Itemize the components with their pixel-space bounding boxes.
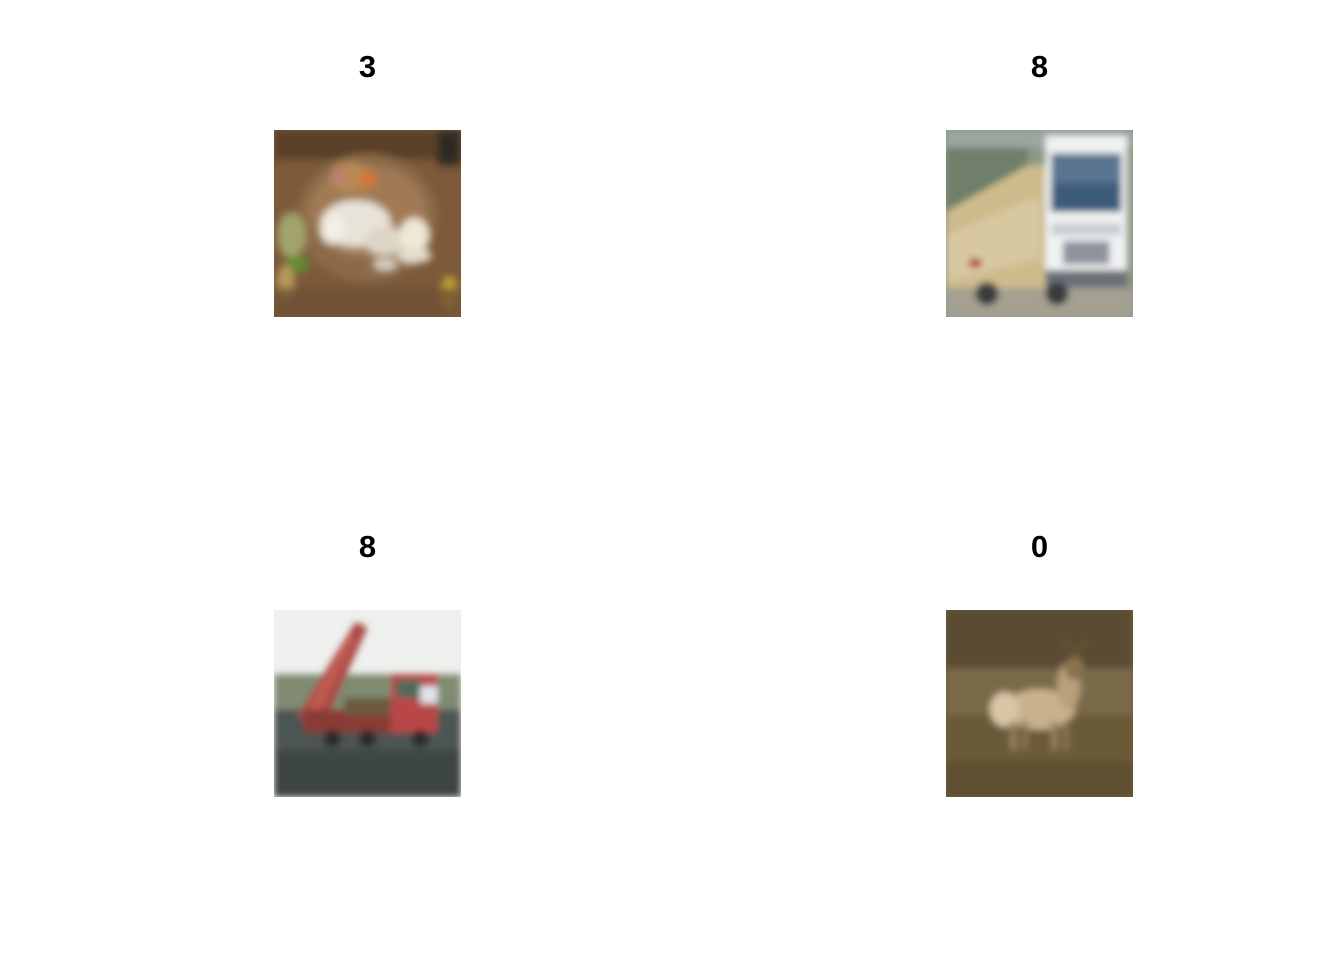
panel-label: 8 — [358, 529, 377, 564]
frog-image — [274, 130, 461, 317]
truck-image — [946, 130, 1133, 317]
panel-label: 0 — [1030, 529, 1049, 564]
panel-label: 3 — [358, 49, 377, 84]
deer-image — [946, 610, 1133, 797]
panel-label: 8 — [1030, 49, 1049, 84]
dump-truck-image — [274, 610, 461, 797]
